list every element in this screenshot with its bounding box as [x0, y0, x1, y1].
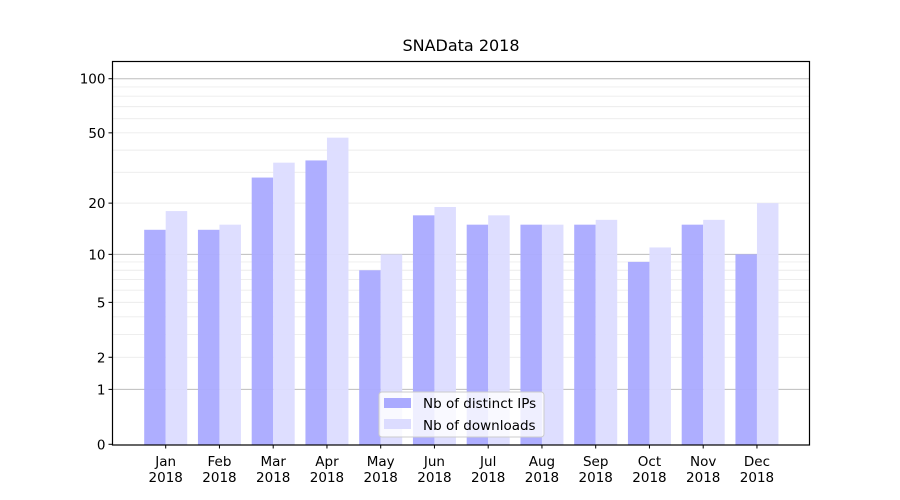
x-tick-label-month: May — [367, 454, 395, 470]
y-tick-label: 1 — [97, 382, 106, 398]
bar-downloads — [703, 219, 725, 445]
y-tick-label: 50 — [88, 126, 105, 142]
y-axis: 0 1 2 5 10 20 50 100 — [80, 72, 113, 453]
x-tick-label-year: 2018 — [310, 470, 344, 486]
x-tick-label-year: 2018 — [740, 470, 774, 486]
x-axis: Jan2018Feb2018Mar2018Apr2018May2018Jun20… — [149, 444, 774, 486]
bar-downloads — [756, 203, 779, 445]
x-tick-label-month: Oct — [638, 454, 661, 470]
bar-downloads — [595, 219, 618, 445]
x-tick-label-year: 2018 — [686, 470, 720, 486]
bar-distinct-ips — [627, 261, 650, 445]
x-tick-label-month: Feb — [207, 454, 231, 470]
bar-distinct-ips — [305, 160, 327, 445]
bar-downloads — [273, 162, 295, 445]
bar-downloads — [541, 224, 564, 445]
bar-distinct-ips — [197, 229, 220, 445]
y-tick-label: 5 — [97, 295, 106, 311]
x-tick-label-year: 2018 — [471, 470, 505, 486]
legend-label-ips: Nb of distinct IPs — [423, 396, 536, 412]
bar-distinct-ips — [520, 224, 542, 445]
x-tick-label-year: 2018 — [364, 470, 398, 486]
legend-label-downloads: Nb of downloads — [423, 418, 536, 434]
bar-downloads — [434, 206, 456, 445]
bar-downloads — [219, 224, 241, 445]
x-tick-label-year: 2018 — [256, 470, 290, 486]
y-tick-label: 10 — [88, 247, 105, 263]
axes-frame — [111, 60, 811, 446]
bar-downloads — [165, 211, 188, 445]
bar-downloads — [649, 247, 671, 445]
bar-distinct-ips — [681, 224, 704, 445]
bar-distinct-ips — [359, 270, 381, 445]
x-tick-label-year: 2018 — [632, 470, 666, 486]
bar-distinct-ips — [251, 177, 274, 445]
chart-title: SNAData 2018 — [402, 36, 519, 55]
legend-swatch-ips — [384, 398, 411, 408]
x-tick-label-month: Dec — [744, 454, 770, 470]
y-tick-label: 0 — [97, 437, 106, 453]
legend-box — [378, 391, 545, 438]
x-tick-label-year: 2018 — [202, 470, 236, 486]
x-tick-label-month: Jan — [154, 454, 176, 470]
x-tick-label-month: Jun — [423, 454, 445, 470]
x-tick-label-year: 2018 — [579, 470, 613, 486]
x-tick-label-month: Aug — [529, 454, 555, 470]
bar-downloads — [326, 137, 349, 445]
x-tick-label-year: 2018 — [525, 470, 559, 486]
x-tick-label-month: Sep — [583, 454, 608, 470]
y-tick-label: 2 — [97, 350, 106, 366]
y-tick-label: 20 — [88, 196, 105, 212]
bar-distinct-ips — [574, 224, 596, 445]
bar-distinct-ips — [412, 215, 435, 445]
y-tick-label: 100 — [80, 72, 106, 88]
x-tick-label-year: 2018 — [149, 470, 183, 486]
x-tick-label-month: Jul — [479, 454, 496, 470]
bar-distinct-ips — [144, 229, 166, 445]
bar-downloads — [488, 215, 510, 445]
legend-swatch-downloads — [384, 419, 411, 429]
x-tick-label-month: Nov — [690, 454, 716, 470]
x-tick-label-month: Mar — [260, 454, 286, 470]
x-tick-label-month: Apr — [315, 454, 339, 470]
bar-distinct-ips — [466, 224, 489, 445]
bars — [144, 137, 779, 445]
x-tick-label-year: 2018 — [417, 470, 451, 486]
legend: Nb of distinct IPs Nb of downloads — [378, 391, 545, 438]
bar-distinct-ips — [735, 254, 757, 445]
